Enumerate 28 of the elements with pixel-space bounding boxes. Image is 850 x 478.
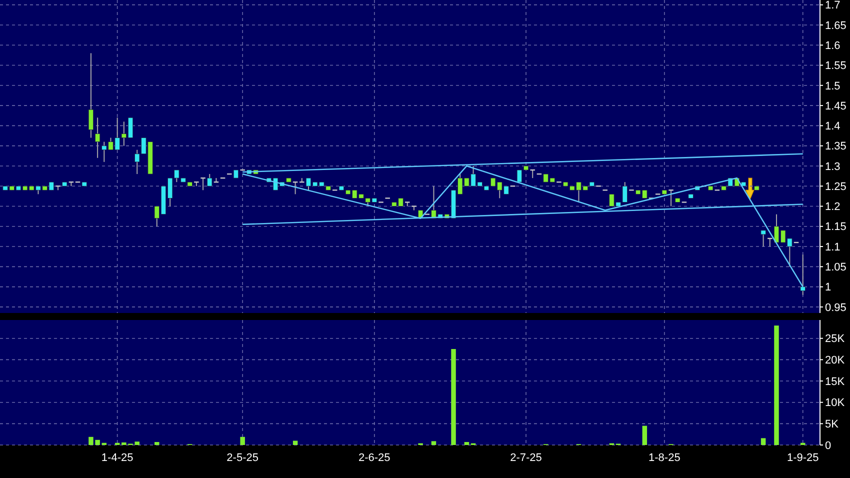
y-tick-label: 0 [825,440,832,452]
y-tick-label: 1.2 [825,201,840,214]
y-tick-label: 15K [825,376,846,388]
y-tick-label: 1.55 [825,60,846,72]
y-tick-label: 1 [825,282,832,294]
x-tick-label: 2-7-25 [510,452,542,464]
y-tick-label: 1.3 [825,160,840,173]
y-tick-label: 1.05 [825,262,846,274]
y-tick-label: 1.35 [825,140,846,153]
y-tick-label: 1.1 [825,241,840,254]
x-tick-label: 2-6-25 [358,452,390,464]
y-tick-label: 10K [825,397,846,410]
y-tick-label: 1.65 [825,20,846,32]
y-tick-label: 1.5 [825,80,840,92]
y-tick-label: 1.15 [825,221,846,234]
x-tick-label: 1-8-25 [648,452,680,464]
y-tick-label: 20K [825,354,846,367]
y-tick-label: 25K [825,333,846,346]
y-tick-label: 0.95 [825,302,846,314]
y-tick-label: 1.6 [825,40,840,52]
x-tick-label: 1-9-25 [786,452,819,464]
y-tick-label: 1.4 [825,120,840,133]
y-tick-label: 1.45 [825,100,846,112]
y-tick-label: 5K [825,418,840,431]
y-tick-label: 1.25 [825,180,846,193]
x-tick-label: 1-4-25 [101,452,134,464]
x-tick-label: 2-5-25 [226,452,258,464]
y-tick-label: 1.7 [825,0,840,12]
